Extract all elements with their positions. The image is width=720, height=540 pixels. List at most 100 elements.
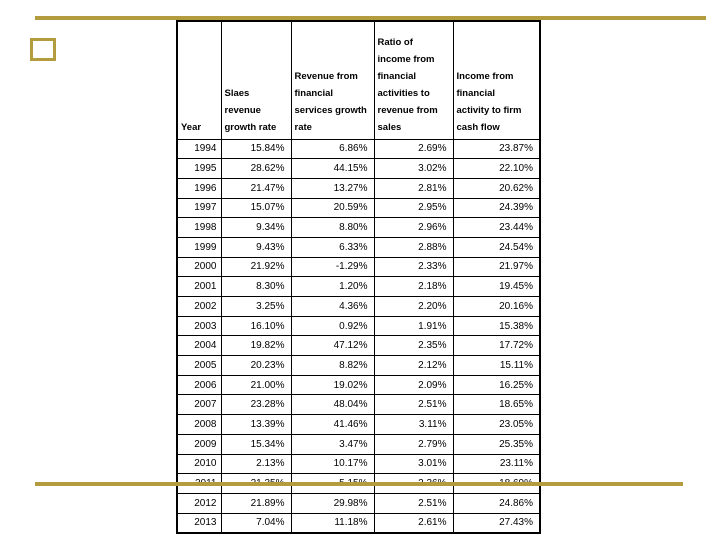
value-cell: 17.72%: [452, 335, 541, 357]
value-cell: 15.07%: [220, 197, 292, 219]
table-row-2010: 2010 2.13% 10.17% 3.01% 23.11%: [176, 453, 541, 475]
value-cell: 20.62%: [452, 177, 541, 199]
year-cell: 1995: [176, 158, 222, 179]
value-cell: 24.54%: [452, 236, 541, 258]
value-cell: 48.04%: [290, 394, 375, 416]
financial-ratios-table: Year Slaes revenue growth rate Revenue f…: [176, 20, 541, 534]
value-cell: 2.12%: [373, 355, 454, 376]
value-cell: 23.87%: [452, 138, 541, 160]
value-cell: 21.47%: [220, 177, 292, 199]
top-accent-line: [35, 16, 706, 20]
value-cell: 2.69%: [373, 138, 454, 160]
value-cell: 41.46%: [290, 414, 375, 435]
value-cell: 10.17%: [290, 453, 375, 475]
year-cell: 2002: [176, 296, 222, 317]
value-cell: 8.80%: [290, 217, 375, 238]
value-cell: 44.15%: [290, 158, 375, 179]
value-cell: 2.13%: [220, 453, 292, 475]
year-cell: 1997: [176, 197, 222, 219]
bottom-accent-line: [35, 482, 683, 486]
value-cell: 23.11%: [452, 453, 541, 475]
value-cell: 1.91%: [373, 315, 454, 337]
table-row-2004: 2004 19.82% 47.12% 2.35% 17.72%: [176, 335, 541, 357]
value-cell: 22.10%: [452, 158, 541, 179]
year-cell: 1999: [176, 236, 222, 258]
value-cell: 19.45%: [452, 276, 541, 297]
value-cell: 7.04%: [220, 512, 292, 534]
year-cell: 2010: [176, 453, 222, 475]
table-header-row: Year Slaes revenue growth rate Revenue f…: [176, 20, 541, 140]
col-header-sales-revenue-growth: Slaes revenue growth rate: [220, 20, 292, 140]
value-cell: 9.34%: [220, 217, 292, 238]
table-row-1997: 1997 15.07% 20.59% 2.95% 24.39%: [176, 197, 541, 219]
value-cell: 19.02%: [290, 374, 375, 396]
value-cell: 23.05%: [452, 414, 541, 435]
value-cell: 2.61%: [373, 512, 454, 534]
year-cell: 1996: [176, 177, 222, 199]
value-cell: 16.25%: [452, 374, 541, 396]
year-cell: 2000: [176, 256, 222, 278]
value-cell: 23.44%: [452, 217, 541, 238]
table-row-1999: 1999 9.43% 6.33% 2.88% 24.54%: [176, 236, 541, 258]
year-cell: 1994: [176, 138, 222, 160]
value-cell: 0.92%: [290, 315, 375, 337]
year-cell: 2006: [176, 374, 222, 396]
value-cell: 24.86%: [452, 492, 541, 514]
year-cell: 2009: [176, 433, 222, 455]
value-cell: 4.36%: [290, 296, 375, 317]
value-cell: 9.43%: [220, 236, 292, 258]
value-cell: 15.34%: [220, 433, 292, 455]
value-cell: 3.02%: [373, 158, 454, 179]
value-cell: 2.79%: [373, 433, 454, 455]
value-cell: 3.25%: [220, 296, 292, 317]
value-cell: 2.33%: [373, 256, 454, 278]
col-header-year: Year: [176, 20, 222, 140]
value-cell: 15.38%: [452, 315, 541, 337]
value-cell: 2.51%: [373, 394, 454, 416]
table-row-1998: 1998 9.34% 8.80% 2.96% 23.44%: [176, 217, 541, 238]
value-cell: 3.47%: [290, 433, 375, 455]
table-row-2013: 2013 7.04% 11.18% 2.61% 27.43%: [176, 512, 541, 534]
value-cell: 27.43%: [452, 512, 541, 534]
value-cell: 13.39%: [220, 414, 292, 435]
table-row-2006: 2006 21.00% 19.02% 2.09% 16.25%: [176, 374, 541, 396]
table-row-2000: 2000 21.92% -1.29% 2.33% 21.97%: [176, 256, 541, 278]
table-row-1994: 1994 15.84% 6.86% 2.69% 23.87%: [176, 138, 541, 160]
year-cell: 2007: [176, 394, 222, 416]
value-cell: 2.35%: [373, 335, 454, 357]
value-cell: 2.51%: [373, 492, 454, 514]
value-cell: 2.18%: [373, 276, 454, 297]
year-cell: 2012: [176, 492, 222, 514]
value-cell: 11.18%: [290, 512, 375, 534]
value-cell: 19.82%: [220, 335, 292, 357]
value-cell: 2.96%: [373, 217, 454, 238]
year-cell: 1998: [176, 217, 222, 238]
value-cell: 20.16%: [452, 296, 541, 317]
table-row-2007: 2007 23.28% 48.04% 2.51% 18.65%: [176, 394, 541, 416]
table-row-2005: 2005 20.23% 8.82% 2.12% 15.11%: [176, 355, 541, 376]
value-cell: 2.95%: [373, 197, 454, 219]
value-cell: 21.00%: [220, 374, 292, 396]
year-cell: 2003: [176, 315, 222, 337]
year-cell: 2001: [176, 276, 222, 297]
value-cell: 25.35%: [452, 433, 541, 455]
value-cell: 6.33%: [290, 236, 375, 258]
value-cell: 13.27%: [290, 177, 375, 199]
col-header-income-to-cashflow: Income from financial activity to firm c…: [452, 20, 541, 140]
value-cell: 3.11%: [373, 414, 454, 435]
value-cell: 8.30%: [220, 276, 292, 297]
value-cell: 8.82%: [290, 355, 375, 376]
value-cell: 21.97%: [452, 256, 541, 278]
value-cell: 2.20%: [373, 296, 454, 317]
value-cell: 23.28%: [220, 394, 292, 416]
value-cell: 47.12%: [290, 335, 375, 357]
year-cell: 2008: [176, 414, 222, 435]
table-row-2001: 2001 8.30% 1.20% 2.18% 19.45%: [176, 276, 541, 297]
value-cell: 24.39%: [452, 197, 541, 219]
table-row-2012: 2012 21.89% 29.98% 2.51% 24.86%: [176, 492, 541, 514]
value-cell: 6.86%: [290, 138, 375, 160]
value-cell: 20.23%: [220, 355, 292, 376]
value-cell: 20.59%: [290, 197, 375, 219]
table-row-2008: 2008 13.39% 41.46% 3.11% 23.05%: [176, 414, 541, 435]
value-cell: 29.98%: [290, 492, 375, 514]
